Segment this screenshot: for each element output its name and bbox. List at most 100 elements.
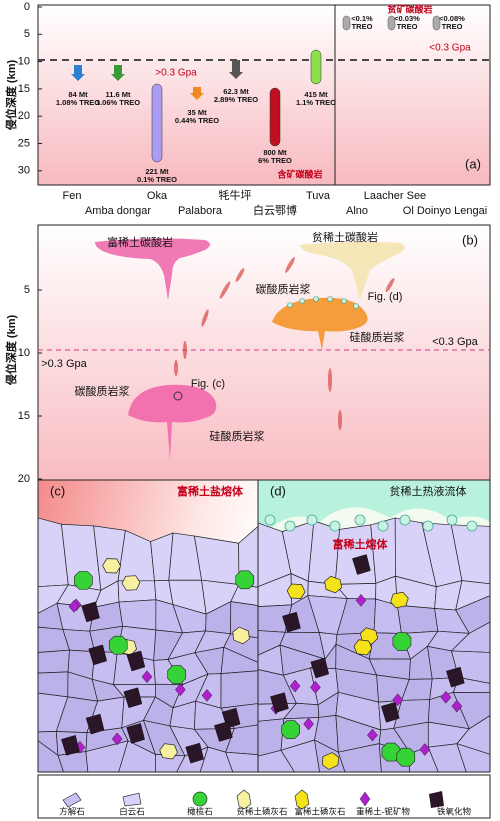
site-label: Alno — [346, 205, 368, 217]
legend-swatch — [429, 791, 444, 808]
label: 硅酸质岩浆 — [350, 330, 405, 344]
crystal — [396, 604, 439, 634]
panel-a-content: 0 5 10 15 20 25 30 84 Mt1.08% TREO 11.6 Mt1.06% … — [18, 1, 487, 217]
panel-title: 富稀土盐熔体 — [177, 484, 244, 498]
crystal — [334, 524, 377, 585]
grade: 1.1% TREO — [296, 98, 336, 107]
fluid-bubble — [284, 520, 296, 532]
tonnage: 11.6 Mt — [105, 90, 131, 99]
tonnage: 221 Mt — [145, 167, 169, 176]
grade: 6% TREO — [258, 156, 292, 165]
label: 贫稀土碳酸岩 — [312, 230, 378, 244]
grade: 0.44% TREO — [175, 116, 219, 125]
grade-unit: TREO — [397, 22, 418, 31]
site-label: Amba dongar — [85, 205, 151, 217]
deposit-arrow — [229, 60, 243, 79]
y-tick-label: 5 — [24, 28, 30, 40]
crystal — [37, 671, 69, 698]
crystal — [193, 535, 240, 585]
rich-carbonatite — [95, 238, 210, 300]
fluid-bubble — [264, 514, 276, 526]
legend-icon — [429, 791, 444, 808]
grade-unit: TREO — [352, 22, 373, 31]
fluid-bubble — [377, 520, 389, 532]
label: <0.3 Gpa — [432, 336, 478, 348]
legend-swatch — [192, 791, 208, 807]
grade: <0.1% — [351, 14, 373, 23]
deposit-arrow — [71, 65, 85, 81]
site-label: Oka — [147, 190, 168, 202]
tonnage: 415 Mt — [304, 90, 328, 99]
panel-label: (a) — [465, 156, 481, 171]
magma-chamber — [272, 297, 368, 350]
legend-icon — [192, 791, 208, 807]
frame — [37, 479, 491, 773]
panel-label: (d) — [270, 483, 286, 498]
crystal — [37, 649, 70, 674]
hree-nb-mineral — [303, 717, 314, 731]
hree-nb-mineral — [419, 743, 431, 756]
legend — [37, 774, 491, 819]
y-tick-label: 15 — [18, 83, 30, 95]
barren-capsule — [387, 15, 396, 31]
tonnage: 800 Mt — [263, 148, 287, 157]
crystal — [220, 670, 259, 709]
fluid-bubble — [446, 514, 458, 526]
legend-swatch — [236, 789, 252, 810]
grade-unit: TREO — [442, 22, 463, 31]
label: Fig. (c) — [191, 378, 225, 390]
legend-label: 铁氧化物 — [437, 806, 472, 816]
apatite — [232, 626, 250, 645]
legend-icon — [236, 789, 252, 810]
legend-swatch — [62, 792, 82, 808]
legend-icon — [359, 791, 371, 807]
tonnage: 35 Mt — [187, 108, 207, 117]
site-label: Fen — [63, 190, 82, 202]
grade: 2.89% TREO — [214, 95, 258, 104]
y-tick-label: 10 — [18, 56, 30, 68]
dikes — [174, 257, 395, 430]
site-label: 白云鄂博 — [253, 203, 297, 217]
legend-label: 方解石 — [59, 806, 85, 816]
marker — [173, 391, 183, 401]
site-label: Tuva — [306, 190, 331, 202]
fe-oxide — [352, 554, 371, 575]
grade: <0.08% — [439, 14, 465, 23]
grade: <0.03% — [394, 14, 420, 23]
fe-oxide — [88, 644, 107, 666]
y-tick-label: 15 — [18, 410, 30, 422]
hree-nb-mineral — [68, 600, 80, 613]
fe-oxide — [123, 687, 143, 709]
panel-b-ticks: 5 10 15 20 — [18, 284, 42, 485]
fe-oxide — [61, 735, 80, 756]
fe-oxide — [81, 601, 100, 623]
deposit-arrow — [190, 87, 204, 100]
panel-label: (b) — [462, 232, 478, 247]
olivine — [396, 747, 416, 767]
panel-title: 贫稀土热液流体 — [390, 484, 467, 498]
site-label: 牦牛坪 — [219, 188, 252, 202]
y-tick-label: 30 — [18, 165, 30, 177]
apatite — [324, 575, 342, 594]
legend-swatch — [122, 792, 142, 807]
hree-nb-mineral — [355, 593, 367, 607]
fluid-bubble — [329, 520, 341, 532]
group-label: 含矿碳酸岩 — [276, 168, 322, 179]
legend-label: 橄榄石 — [187, 806, 213, 816]
deposit-bar — [151, 83, 163, 163]
legend-label: 贫稀土磷灰石 — [236, 806, 287, 816]
y-tick-label: 5 — [24, 284, 30, 296]
y-tick-label: 10 — [18, 347, 30, 359]
tonnage: 84 Mt — [68, 90, 88, 99]
grade: 1.08% TREO — [56, 98, 100, 107]
label: 碳酸质岩浆 — [256, 282, 311, 296]
hree-nb-mineral — [310, 680, 321, 694]
pressure-label: >0.3 Gpa — [155, 68, 197, 79]
legend-swatch — [294, 789, 310, 810]
barren-capsule — [432, 15, 441, 31]
pressure-label: <0.3 Gpa — [429, 43, 471, 54]
y-axis-title: 侵位深度 (km) — [4, 315, 18, 387]
fe-oxide — [270, 692, 289, 713]
fluid-bubble — [354, 514, 366, 526]
hree-nb-mineral — [289, 679, 301, 693]
